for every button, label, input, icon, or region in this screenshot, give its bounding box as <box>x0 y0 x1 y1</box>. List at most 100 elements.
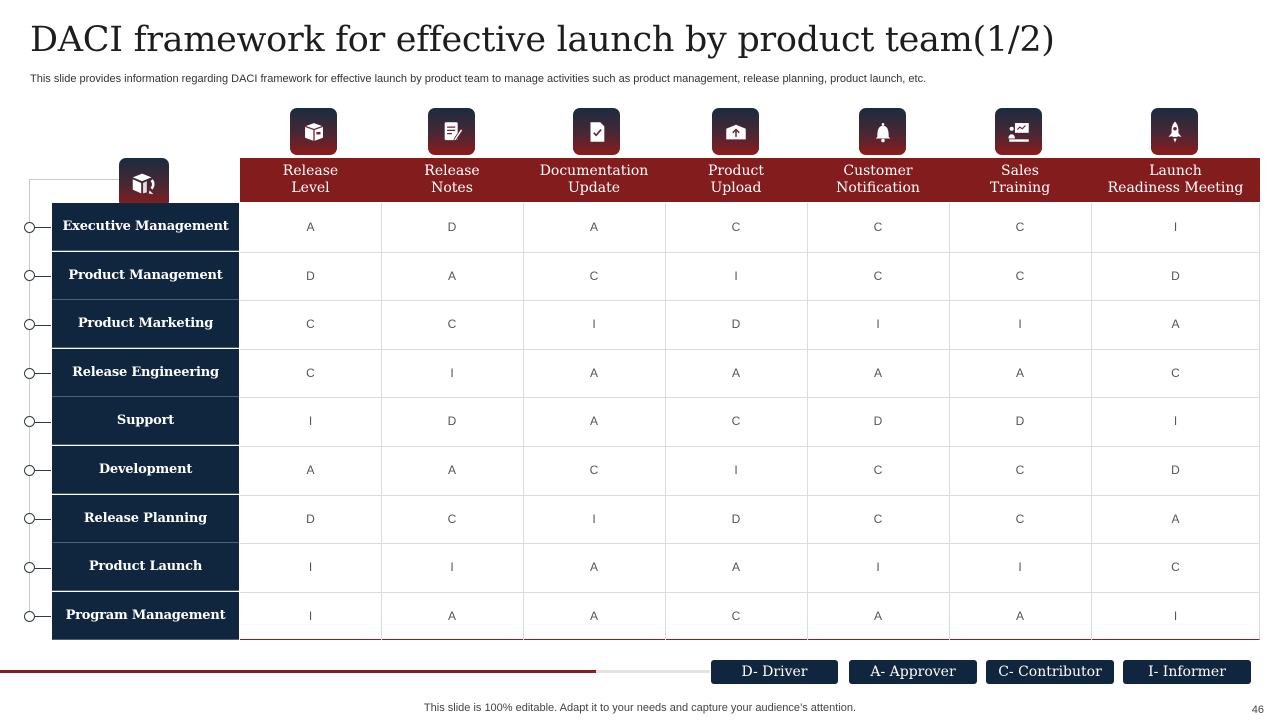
matrix-cell: C <box>1015 220 1025 234</box>
row-connector-node <box>24 270 35 282</box>
row-label: Product Launch <box>52 543 239 592</box>
matrix-grid <box>240 203 1260 640</box>
grid-column-line <box>807 203 808 640</box>
row-connector-node <box>24 610 35 622</box>
rocket-icon <box>1151 108 1198 155</box>
row-connector-line <box>35 373 51 375</box>
row-connector-node <box>24 319 35 330</box>
matrix-cell: A <box>1171 511 1180 526</box>
matrix-cell: C <box>1015 268 1025 283</box>
matrix-cell: I <box>308 560 313 575</box>
matrix-cell: D <box>873 414 883 429</box>
presentation-icon <box>995 108 1042 155</box>
matrix-cell: C <box>1171 560 1180 575</box>
row-label: Product Marketing <box>52 300 239 349</box>
slide-title: DACI framework for effective launch by p… <box>30 20 1055 60</box>
matrix-cell: D <box>1171 268 1180 283</box>
matrix-cell: I <box>308 608 313 623</box>
matrix-cell: C <box>873 220 883 234</box>
document-check-icon <box>573 108 620 155</box>
column-header: Documentation Update <box>539 163 649 196</box>
matrix-cell: A <box>306 220 315 234</box>
matrix-cell: I <box>1173 608 1178 623</box>
row-connector-line <box>35 518 51 520</box>
row-connector-line <box>35 421 51 423</box>
matrix-cell: I <box>1018 560 1022 575</box>
grid-column-line <box>665 203 666 640</box>
matrix-cell: C <box>873 463 883 477</box>
matrix-cell: C <box>1171 365 1180 380</box>
matrix-cell: A <box>589 560 598 575</box>
matrix-cell: C <box>589 463 599 477</box>
column-header: Customer Notification <box>836 163 920 196</box>
matrix-cell: D <box>1171 463 1180 477</box>
matrix-cell: C <box>306 365 315 380</box>
footer-note: This slide is 100% editable. Adapt it to… <box>423 702 857 714</box>
column-header: Product Upload <box>708 163 764 196</box>
row-connector-line <box>35 275 51 277</box>
matrix-cell: I <box>592 511 596 526</box>
matrix-cell: I <box>734 268 738 283</box>
matrix-cell: A <box>873 608 882 623</box>
grid-row-line <box>240 543 1260 545</box>
matrix-cell: C <box>589 268 599 283</box>
matrix-cell: C <box>447 317 457 332</box>
matrix-cell: C <box>731 608 741 623</box>
slide-subtitle: This slide provides information regardin… <box>30 73 927 85</box>
matrix-cell: C <box>731 414 741 429</box>
row-connector-line <box>35 567 51 569</box>
matrix-cell: I <box>1173 220 1178 234</box>
matrix-cell: A <box>447 608 456 623</box>
matrix-cell: I <box>450 365 454 380</box>
row-connector-node <box>24 416 35 428</box>
matrix-cell: A <box>1015 365 1024 380</box>
matrix-cell: C <box>873 268 883 283</box>
matrix-cell: D <box>731 317 741 332</box>
matrix-cell: D <box>447 414 457 429</box>
matrix-cell: I <box>1173 414 1178 429</box>
matrix-cell: A <box>589 608 598 623</box>
legend-item: D- Driver <box>711 660 838 684</box>
matrix-cell: C <box>873 511 883 526</box>
row-connector-line <box>35 324 51 326</box>
legend-item: C- Contributor <box>986 660 1114 684</box>
row-connector-node <box>24 464 35 476</box>
legend-item: I- Informer <box>1123 660 1251 684</box>
matrix-cell: I <box>876 560 880 575</box>
matrix-cell: A <box>731 560 740 575</box>
row-connector-line <box>35 227 51 229</box>
row-label: Release Planning <box>52 494 239 543</box>
row-connector-node <box>24 513 35 525</box>
matrix-cell: A <box>1171 317 1180 332</box>
matrix-cell: A <box>873 365 882 380</box>
upload-box-icon <box>712 108 759 155</box>
grid-row-line <box>240 300 1260 302</box>
legend-item: A- Approver <box>849 660 977 684</box>
grid-row-line <box>240 251 1260 253</box>
column-header: Launch Readiness Meeting <box>1107 163 1244 196</box>
header-band <box>240 158 1260 202</box>
matrix-cell: I <box>450 560 454 575</box>
notes-icon <box>428 108 475 155</box>
matrix-cell: D <box>731 511 741 526</box>
matrix-cell: A <box>589 414 598 429</box>
column-header: Release Level <box>282 163 339 196</box>
matrix-cell: D <box>1015 414 1025 429</box>
matrix-cell: A <box>447 463 456 477</box>
bracket-top-line <box>29 179 119 180</box>
matrix-cell: I <box>1018 317 1022 332</box>
row-connector-line <box>35 470 51 472</box>
matrix-cell: C <box>1015 463 1025 477</box>
grid-row-line <box>240 446 1260 447</box>
grid-row-line <box>240 348 1260 350</box>
row-connector-node <box>24 221 35 233</box>
matrix-cell: I <box>592 317 596 332</box>
matrix-cell: C <box>731 220 741 234</box>
row-label: Support <box>52 397 239 446</box>
matrix-cell: A <box>589 365 598 380</box>
row-label: Release Engineering <box>52 348 239 397</box>
matrix-cell: A <box>589 220 598 234</box>
matrix-cell: D <box>447 220 457 234</box>
grid-row-line <box>240 494 1260 496</box>
row-connector-line <box>35 616 51 618</box>
